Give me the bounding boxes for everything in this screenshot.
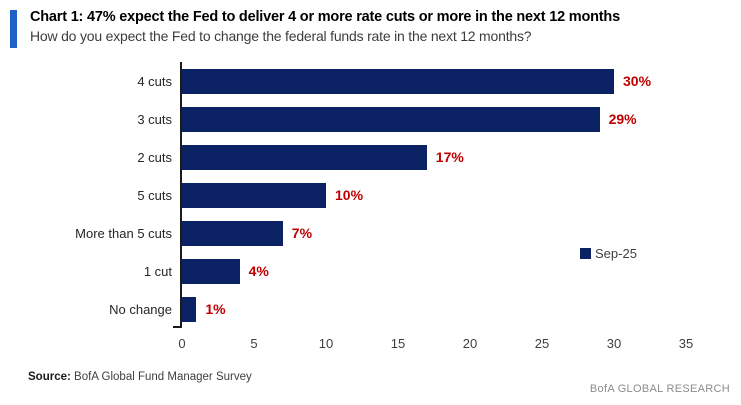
- title-accent-bar: [10, 10, 17, 48]
- value-label: 17%: [435, 149, 464, 165]
- legend-swatch: [580, 248, 591, 259]
- bar-row: 30%: [182, 62, 686, 100]
- bar-row: 4%: [182, 252, 686, 290]
- value-label: 1%: [205, 301, 226, 317]
- category-axis: 4 cuts 3 cuts 2 cuts 5 cuts More than 5 …: [8, 62, 180, 328]
- legend: Sep-25: [580, 246, 637, 261]
- bar-no-change: [182, 296, 197, 322]
- category-label: 3 cuts: [137, 111, 172, 127]
- category-label: 1 cut: [143, 263, 172, 279]
- bar-3-cuts: [182, 106, 600, 132]
- bar-5-cuts: [182, 182, 326, 208]
- x-tick-label: 20: [462, 336, 478, 351]
- category-label: 5 cuts: [137, 187, 172, 203]
- chart-title: Chart 1: 47% expect the Fed to deliver 4…: [30, 9, 620, 25]
- x-tick-label: 15: [390, 336, 406, 351]
- bar-row: 29%: [182, 100, 686, 138]
- value-label: 7%: [291, 225, 313, 241]
- value-label: 4%: [248, 263, 269, 279]
- source-note: Source: BofA Global Fund Manager Survey: [28, 371, 252, 383]
- bar-row: 7%: [182, 214, 686, 252]
- x-tick-label: 0: [178, 336, 186, 351]
- bar-row: 1%: [182, 290, 686, 328]
- category-label: No change: [109, 301, 172, 317]
- x-axis: 0 5 10 15 20 25 30 35: [178, 336, 693, 352]
- bar-1-cut: [182, 258, 240, 284]
- x-tick-label: 30: [606, 336, 622, 351]
- bar-4-cuts: [182, 68, 614, 94]
- category-label: 4 cuts: [137, 73, 172, 89]
- axis-tick-mark: [173, 326, 182, 328]
- value-label: 30%: [623, 73, 652, 89]
- bar-row: 17%: [182, 138, 686, 176]
- chart-subtitle: How do you expect the Fed to change the …: [30, 28, 532, 44]
- category-label: More than 5 cuts: [75, 225, 172, 241]
- x-tick-label: 5: [250, 336, 258, 351]
- legend-label: Sep-25: [595, 246, 637, 261]
- value-label: 29%: [608, 111, 637, 127]
- x-tick-label: 10: [318, 336, 334, 351]
- bar-chart: 4 cuts 3 cuts 2 cuts 5 cuts More than 5 …: [8, 62, 693, 352]
- bar-2-cuts: [182, 144, 427, 170]
- brand-watermark: BofA GLOBAL RESEARCH: [589, 383, 730, 395]
- bar-more-than-5-cuts: [182, 220, 283, 246]
- value-label: 10%: [335, 187, 364, 203]
- chart-header: Chart 1: 47% expect the Fed to deliver 4…: [10, 8, 720, 48]
- source-label: Source:: [28, 371, 71, 383]
- x-tick-label: 25: [534, 336, 550, 351]
- plot-area: 30% 29% 17% 10% 7%: [173, 62, 686, 328]
- source-text: BofA Global Fund Manager Survey: [74, 371, 252, 383]
- category-label: 2 cuts: [137, 149, 172, 165]
- bar-row: 10%: [182, 176, 686, 214]
- x-tick-label: 35: [678, 336, 694, 351]
